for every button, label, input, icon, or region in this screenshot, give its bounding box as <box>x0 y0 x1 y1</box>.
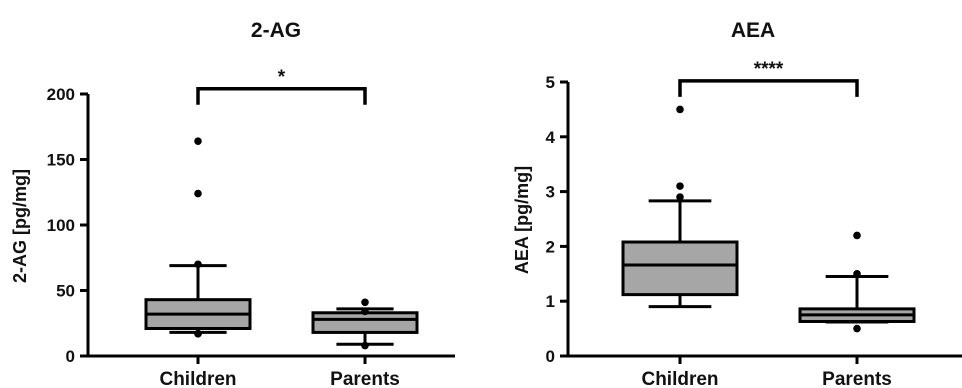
x-tick-label: Children <box>159 369 236 388</box>
y-tick-label: 50 <box>56 282 75 301</box>
outlier-point <box>194 137 202 145</box>
significance-bracket <box>196 87 367 105</box>
y-tick-label: 5 <box>546 73 555 92</box>
outlier-point <box>853 324 861 333</box>
significance-bracket <box>678 79 859 97</box>
outlier-point <box>194 260 202 269</box>
y-axis-label: AEA [pg/mg] <box>512 166 532 274</box>
chart-title: AEA <box>731 19 775 42</box>
y-axis-label: 2-AG [pg/mg] <box>10 169 30 283</box>
outlier-point <box>194 329 202 338</box>
y-tick-label: 2 <box>546 237 555 256</box>
y-tick-label: 1 <box>546 292 555 311</box>
outlier-point <box>361 341 369 350</box>
significance-label: * <box>278 67 286 88</box>
y-tick-label: 0 <box>66 347 75 366</box>
y-tick-label: 200 <box>47 85 75 104</box>
outlier-point <box>676 182 684 190</box>
outlier-point <box>676 105 684 114</box>
y-tick-label: 4 <box>546 128 556 147</box>
box-children <box>144 137 252 338</box>
x-tick-label: Children <box>641 369 718 388</box>
y-tick-label: 0 <box>546 347 555 366</box>
box-parents <box>311 298 419 350</box>
outlier-point <box>361 307 369 316</box>
y-tick-label: 150 <box>47 151 75 170</box>
y-tick-label: 3 <box>546 183 555 202</box>
box-children <box>621 105 739 309</box>
box-iqr <box>621 240 739 297</box>
x-tick-label: Parents <box>822 369 892 388</box>
x-tick-label: Parents <box>330 369 400 388</box>
outlier-point <box>194 189 202 198</box>
outlier-point <box>853 231 861 240</box>
outlier-point <box>853 270 861 278</box>
significance-label: **** <box>754 59 784 80</box>
outlier-point <box>361 298 369 307</box>
panel-2ag: 2-AG 2-AG [pg/mg] 0 50 100 150 200 Children Pa… <box>10 19 455 388</box>
box-parents <box>798 231 916 333</box>
panel-aea: AEA AEA [pg/mg] 0 1 2 3 4 5 Children Parents ***… <box>512 19 962 388</box>
outlier-point <box>676 193 684 201</box>
y-tick-label: 100 <box>47 216 75 235</box>
chart-title: 2-AG <box>251 19 301 42</box>
box-iqr <box>311 311 419 334</box>
